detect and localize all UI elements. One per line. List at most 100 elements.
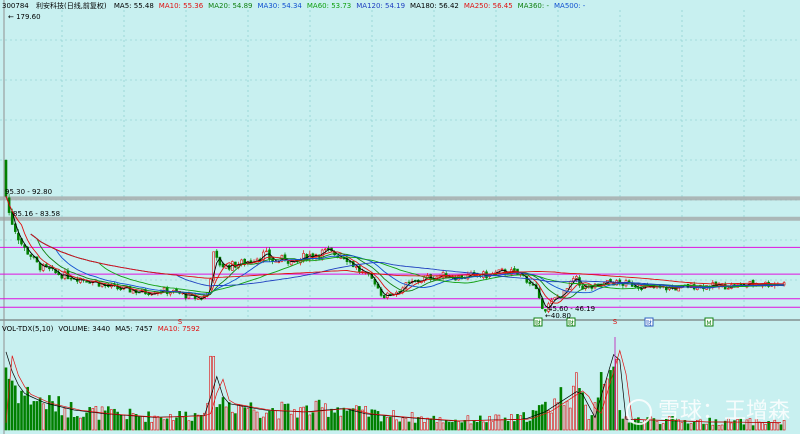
volume-bar (283, 403, 287, 431)
volume-bar (41, 403, 45, 431)
volume-bar (655, 420, 659, 431)
volume-bar (243, 407, 246, 431)
volume-bar (351, 408, 355, 431)
volume-bar (410, 412, 414, 431)
volume-bar (475, 422, 479, 431)
volume-bar (478, 415, 482, 431)
volume-bar (776, 422, 780, 431)
volume-bar (404, 417, 408, 431)
event-marker-label: 财 (535, 319, 541, 327)
candle-body (407, 281, 411, 284)
volume-bar (683, 419, 687, 431)
volume-bar (401, 417, 405, 431)
volume-bar (444, 420, 448, 431)
volume-bar (227, 402, 231, 431)
volume-bar (590, 415, 594, 431)
volume-bar (215, 407, 219, 431)
volume-bar (125, 419, 129, 431)
volume-bar (370, 409, 374, 431)
candle-body (196, 297, 200, 300)
volume-bar (531, 410, 535, 431)
volume-bar (97, 419, 101, 431)
volume-bar (231, 411, 234, 431)
volume-bar (69, 402, 73, 431)
volume-bar (553, 398, 557, 431)
volume-bar (339, 415, 343, 431)
volume-bar (447, 421, 451, 431)
volume-bar (156, 416, 160, 431)
volume-bar (169, 414, 172, 431)
volume-bar (485, 422, 488, 431)
volume-bar (122, 414, 126, 431)
volume-bar (559, 387, 563, 431)
volume-bar (435, 422, 439, 431)
volume-bar (113, 408, 116, 431)
volume-bar (525, 421, 529, 431)
volume-bar (153, 415, 157, 431)
volume-bar (54, 411, 57, 431)
candle-body (354, 266, 358, 268)
ma-line (30, 233, 785, 299)
volume-bar (311, 412, 315, 431)
volume-bar (407, 421, 411, 431)
volume-bar (398, 421, 402, 431)
volume-bar (488, 415, 491, 431)
volume-bar (302, 406, 305, 431)
volume-bar (110, 409, 113, 431)
candle-body (513, 268, 516, 271)
candle-body (79, 278, 82, 283)
volume-bar (14, 385, 17, 431)
stock-name: 利安科技(日线,前复权) (35, 2, 107, 10)
signal-marker: S (178, 318, 183, 326)
volume-bar (482, 421, 485, 431)
volume-bar (540, 404, 544, 431)
volume-bar (671, 416, 674, 431)
event-marker-label: M (706, 320, 711, 327)
candle-body (627, 280, 631, 283)
volume-bar (516, 414, 519, 431)
candle-body (169, 292, 172, 295)
event-marker (533, 317, 543, 327)
volume-bar (596, 397, 600, 431)
event-marker (644, 317, 654, 327)
volume-bar (88, 407, 91, 431)
volume-bar (413, 422, 417, 431)
volume-bar (29, 404, 33, 431)
volume-bar (575, 372, 578, 431)
volume-bar (757, 421, 761, 431)
candle-body (234, 261, 237, 268)
volume-bar (451, 422, 454, 431)
volume-bar (432, 415, 436, 431)
volume-bar (609, 370, 612, 431)
volume-bar (327, 416, 330, 431)
volume-bar (66, 417, 70, 431)
ma-legend-item: MA500: - (553, 2, 586, 10)
volume-bar (184, 411, 188, 431)
volume-bar (717, 425, 721, 431)
volume-bar (658, 424, 662, 431)
volume-bar (348, 409, 352, 431)
ma-legend-item: MA360: - (517, 2, 549, 10)
volume-bar (720, 424, 724, 431)
candle-body (147, 293, 150, 295)
volume-bar (299, 407, 302, 431)
volume-bar (271, 408, 274, 431)
ma-legend-item: MA120: 54.19 (356, 2, 406, 10)
volume-bar (497, 414, 501, 431)
volume-bar (162, 419, 166, 431)
candle-body (85, 281, 88, 283)
volume-bar (736, 419, 739, 431)
volume-bar (32, 401, 36, 431)
volume-bar (172, 420, 175, 431)
candle-body (553, 297, 557, 300)
candle-body (500, 268, 504, 271)
volume-bar (317, 399, 321, 431)
volume-bar (677, 419, 681, 431)
candle-body (69, 277, 73, 280)
volume-bar (187, 420, 191, 431)
volume-bar (342, 407, 346, 431)
volume-bar (76, 416, 79, 431)
volume-bar (190, 420, 194, 431)
volume-bar (224, 406, 228, 431)
volume-bar (82, 416, 85, 431)
